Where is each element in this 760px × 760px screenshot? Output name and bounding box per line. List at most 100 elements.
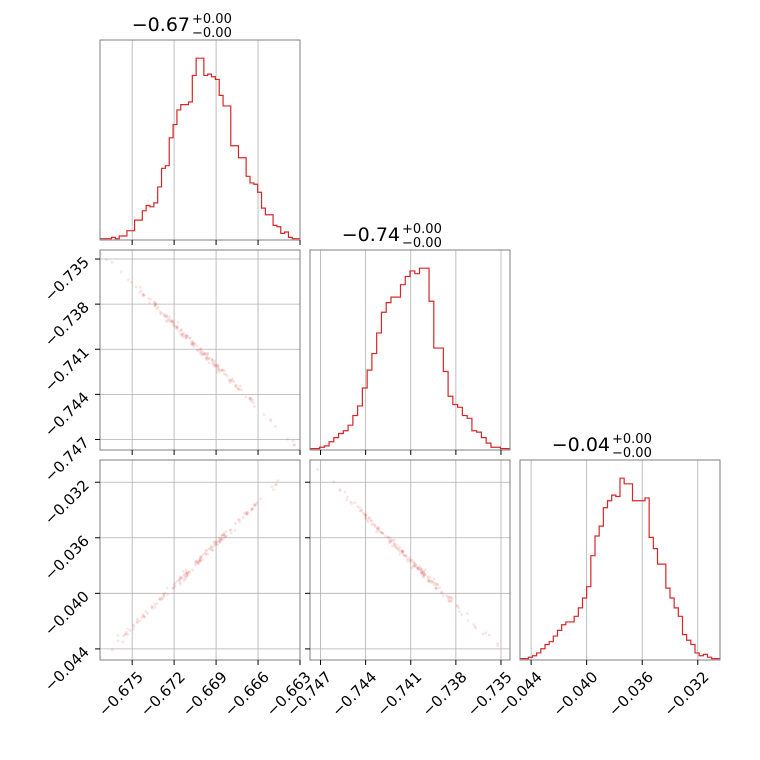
- y-tick-label-1-4: −0.735: [41, 253, 93, 305]
- scatter-point: [402, 553, 406, 557]
- scatter-point: [242, 511, 246, 515]
- scatter-point: [194, 561, 198, 565]
- scatter-point: [269, 419, 273, 422]
- scatter-point: [363, 517, 367, 520]
- scatter-point: [273, 425, 277, 428]
- scatter-point: [417, 567, 420, 571]
- scatter-point: [142, 614, 146, 618]
- scatter-point: [268, 418, 272, 422]
- scatter-point: [121, 640, 125, 644]
- scatter-point: [445, 594, 449, 598]
- y-tick-label-2-0: −0.044: [41, 643, 93, 695]
- scatter-point: [421, 575, 425, 578]
- scatter-point: [205, 353, 208, 357]
- scatter-point: [153, 606, 157, 609]
- scatter-point: [207, 361, 211, 365]
- scatter-points-2-0: [100, 479, 280, 659]
- scatter-point: [219, 538, 223, 542]
- scatter-point: [199, 556, 203, 560]
- scatter-point: [220, 533, 224, 537]
- scatter-point: [164, 315, 168, 319]
- scatter-point: [377, 526, 381, 530]
- scatter-point: [427, 579, 431, 583]
- scatter-point: [215, 370, 219, 374]
- scatter-point: [457, 610, 461, 614]
- scatter-point: [472, 623, 476, 626]
- scatter-point: [223, 369, 226, 372]
- scatter-point: [216, 365, 219, 369]
- panel-2-1: [305, 459, 511, 665]
- panel-1-1: −0.74 +0.00−0.00: [309, 222, 511, 455]
- scatter-point: [197, 559, 201, 563]
- histogram-title-0: −0.67: [132, 14, 190, 36]
- scatter-point: [185, 571, 189, 575]
- scatter-point: [393, 542, 396, 546]
- scatter-point: [364, 513, 367, 517]
- scatter-point: [245, 512, 249, 516]
- scatter-point: [158, 596, 162, 600]
- scatter-point: [432, 577, 436, 581]
- scatter-point: [227, 378, 231, 381]
- scatter-point: [401, 551, 404, 555]
- scatter-point: [392, 542, 396, 546]
- scatter-point: [186, 570, 190, 574]
- scatter-point: [140, 615, 144, 619]
- scatter-point: [447, 599, 451, 603]
- scatter-point: [205, 356, 209, 359]
- scatter-point: [137, 291, 141, 294]
- scatter-point: [223, 535, 227, 538]
- scatter-point: [224, 534, 228, 538]
- scatter-point: [148, 301, 152, 305]
- scatter-point: [209, 546, 213, 550]
- scatter-point: [128, 629, 132, 632]
- scatter-point: [358, 509, 362, 513]
- scatter-point: [364, 514, 368, 518]
- x-tick-label-2-2: −0.036: [605, 668, 657, 720]
- scatter-point: [206, 552, 209, 556]
- scatter-point: [147, 297, 150, 300]
- scatter-point: [286, 437, 289, 441]
- scatter-point: [176, 320, 180, 324]
- scatter-point: [400, 550, 404, 554]
- scatter-point: [222, 533, 226, 537]
- scatter-point: [213, 364, 217, 368]
- scatter-point: [422, 573, 426, 577]
- scatter-point: [184, 335, 188, 338]
- scatter-point: [436, 583, 439, 586]
- scatter-point: [434, 587, 438, 591]
- scatter-point: [415, 566, 419, 569]
- scatter-point: [181, 335, 185, 339]
- scatter-point: [205, 355, 209, 359]
- scatter-point: [188, 336, 192, 340]
- scatter-point: [368, 516, 371, 520]
- scatter-point: [375, 530, 379, 534]
- scatter-point: [217, 365, 220, 369]
- scatter-point: [212, 364, 216, 368]
- scatter-point: [421, 572, 424, 576]
- scatter-point: [193, 560, 197, 564]
- scatter-point: [418, 565, 421, 569]
- scatter-point: [199, 352, 202, 355]
- scatter-point: [171, 320, 175, 324]
- scatter-point: [460, 613, 464, 617]
- scatter-point: [202, 353, 206, 356]
- scatter-point: [165, 314, 169, 317]
- scatter-point: [358, 506, 361, 510]
- scatter-point: [248, 396, 251, 400]
- scatter-point: [447, 596, 450, 600]
- scatter-point: [163, 591, 167, 595]
- histogram-2: [520, 477, 720, 660]
- scatter-point: [216, 367, 219, 371]
- scatter-point: [427, 578, 431, 582]
- scatter-point: [195, 559, 198, 563]
- scatter-point: [212, 362, 216, 365]
- scatter-point: [262, 412, 266, 416]
- scatter-point: [201, 558, 205, 562]
- scatter-point: [166, 317, 170, 321]
- y-tick-label-1-3: −0.738: [41, 298, 93, 350]
- scatter-point: [353, 501, 357, 504]
- scatter-point: [153, 304, 157, 308]
- scatter-point: [395, 543, 398, 547]
- histogram-title-1: −0.74: [342, 224, 400, 246]
- scatter-point: [201, 353, 205, 356]
